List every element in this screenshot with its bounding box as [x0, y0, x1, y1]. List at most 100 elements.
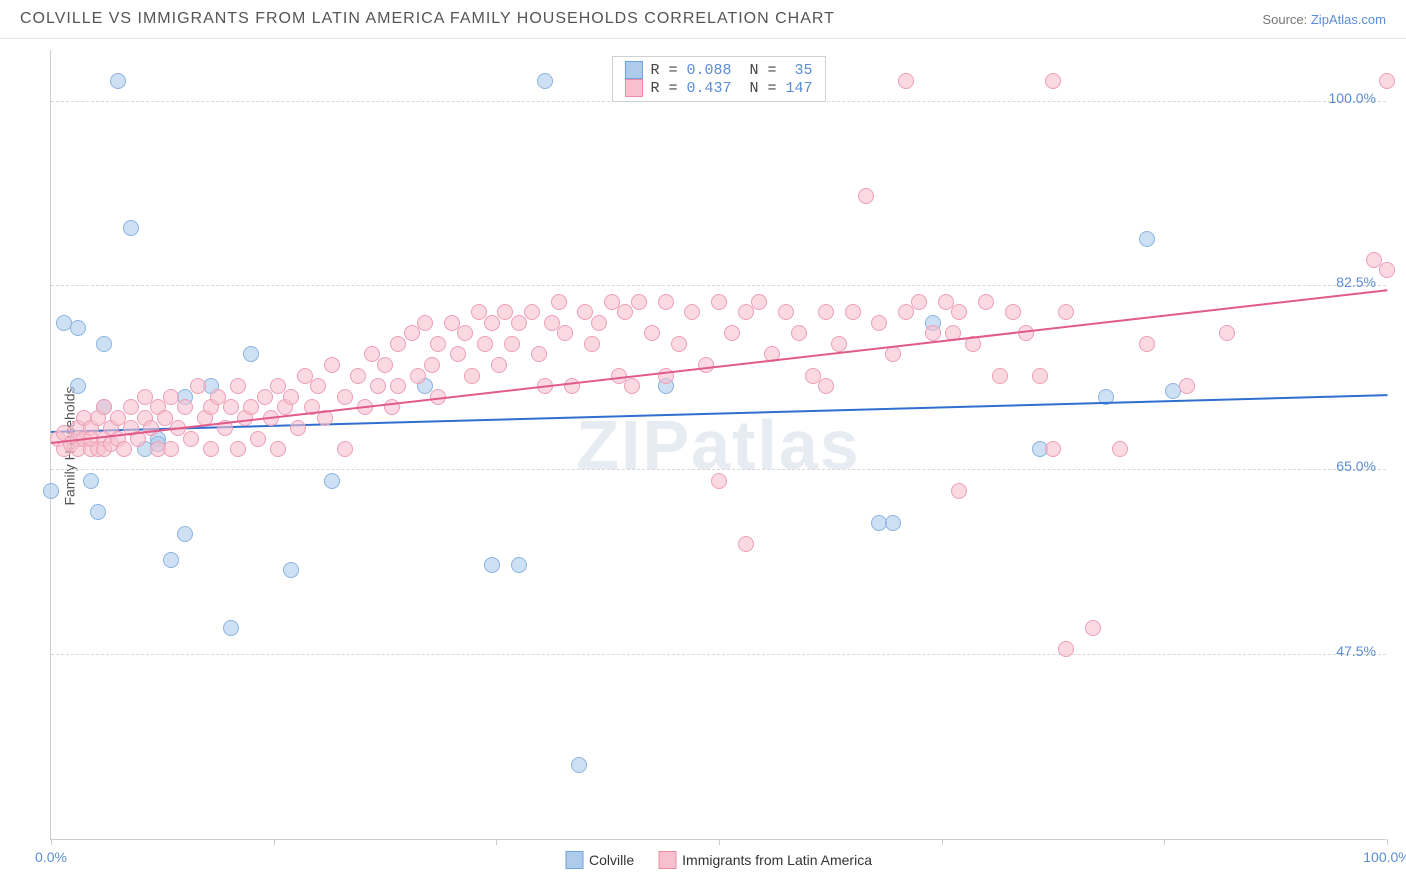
data-point-latin — [624, 378, 640, 394]
data-point-latin — [1005, 304, 1021, 320]
data-point-latin — [724, 325, 740, 341]
header-bar: COLVILLE VS IMMIGRANTS FROM LATIN AMERIC… — [0, 0, 1406, 39]
data-point-latin — [591, 315, 607, 331]
data-point-latin — [1058, 641, 1074, 657]
data-point-colville — [537, 73, 553, 89]
data-point-latin — [324, 357, 340, 373]
chart-title: COLVILLE VS IMMIGRANTS FROM LATIN AMERIC… — [20, 10, 835, 28]
data-point-latin — [557, 325, 573, 341]
data-point-latin — [190, 378, 206, 394]
data-point-latin — [310, 378, 326, 394]
data-point-latin — [270, 441, 286, 457]
data-point-latin — [143, 420, 159, 436]
data-point-latin — [1219, 325, 1235, 341]
legend-swatch — [565, 851, 583, 869]
data-point-latin — [831, 336, 847, 352]
data-point-latin — [992, 368, 1008, 384]
data-point-latin — [377, 357, 393, 373]
data-point-latin — [531, 346, 547, 362]
data-point-latin — [450, 346, 466, 362]
data-point-latin — [871, 315, 887, 331]
data-point-latin — [885, 346, 901, 362]
x-tick — [274, 839, 275, 845]
data-point-latin — [504, 336, 520, 352]
x-tick — [1387, 839, 1388, 845]
data-point-colville — [163, 552, 179, 568]
data-point-latin — [631, 294, 647, 310]
data-point-latin — [457, 325, 473, 341]
data-point-latin — [1139, 336, 1155, 352]
data-point-latin — [951, 483, 967, 499]
data-point-latin — [390, 378, 406, 394]
legend-item: Colville — [565, 851, 634, 869]
data-point-colville — [1139, 231, 1155, 247]
data-point-latin — [1379, 262, 1395, 278]
data-point-latin — [511, 315, 527, 331]
legend-stat-text: R = 0.437 N = 147 — [650, 80, 812, 97]
x-tick — [496, 839, 497, 845]
data-point-latin — [230, 378, 246, 394]
data-point-latin — [671, 336, 687, 352]
data-point-colville — [43, 483, 59, 499]
data-point-latin — [751, 294, 767, 310]
gridline-h — [51, 469, 1386, 470]
legend-label: Immigrants from Latin America — [682, 852, 872, 868]
x-tick-label: 100.0% — [1363, 849, 1406, 865]
data-point-latin — [978, 294, 994, 310]
source-link[interactable]: ZipAtlas.com — [1311, 12, 1386, 27]
data-point-latin — [791, 325, 807, 341]
legend-swatch — [624, 61, 642, 79]
data-point-latin — [1085, 620, 1101, 636]
data-point-latin — [116, 441, 132, 457]
legend-stat-text: R = 0.088 N = 35 — [650, 62, 812, 79]
trend-line-latin — [51, 289, 1387, 444]
data-point-latin — [818, 304, 834, 320]
data-point-colville — [123, 220, 139, 236]
data-point-latin — [551, 294, 567, 310]
data-point-latin — [1112, 441, 1128, 457]
gridline-h — [51, 285, 1386, 286]
data-point-colville — [511, 557, 527, 573]
source-label: Source: ZipAtlas.com — [1262, 12, 1386, 27]
data-point-latin — [350, 368, 366, 384]
x-tick-label: 0.0% — [35, 849, 67, 865]
data-point-colville — [484, 557, 500, 573]
data-point-latin — [464, 368, 480, 384]
data-point-latin — [491, 357, 507, 373]
data-point-latin — [163, 441, 179, 457]
data-point-latin — [925, 325, 941, 341]
data-point-colville — [110, 73, 126, 89]
data-point-latin — [911, 294, 927, 310]
data-point-latin — [250, 431, 266, 447]
data-point-latin — [684, 304, 700, 320]
data-point-latin — [243, 399, 259, 415]
data-point-latin — [711, 473, 727, 489]
data-point-latin — [1045, 441, 1061, 457]
data-point-latin — [177, 399, 193, 415]
x-tick — [51, 839, 52, 845]
gridline-h — [51, 654, 1386, 655]
data-point-latin — [564, 378, 580, 394]
data-point-colville — [70, 320, 86, 336]
data-point-latin — [711, 294, 727, 310]
data-point-latin — [584, 336, 600, 352]
data-point-latin — [1379, 73, 1395, 89]
data-point-latin — [617, 304, 633, 320]
data-point-latin — [644, 325, 660, 341]
data-point-colville — [70, 378, 86, 394]
legend-series: Colville Immigrants from Latin America — [565, 851, 872, 869]
legend-swatch — [624, 79, 642, 97]
data-point-latin — [203, 441, 219, 457]
y-tick-label: 100.0% — [1329, 90, 1376, 106]
data-point-latin — [845, 304, 861, 320]
data-point-latin — [417, 315, 433, 331]
data-point-latin — [1032, 368, 1048, 384]
data-point-colville — [177, 526, 193, 542]
data-point-latin — [257, 389, 273, 405]
data-point-latin — [337, 441, 353, 457]
data-point-latin — [424, 357, 440, 373]
data-point-latin — [404, 325, 420, 341]
y-tick-label: 82.5% — [1336, 274, 1376, 290]
data-point-latin — [778, 304, 794, 320]
legend-swatch — [658, 851, 676, 869]
